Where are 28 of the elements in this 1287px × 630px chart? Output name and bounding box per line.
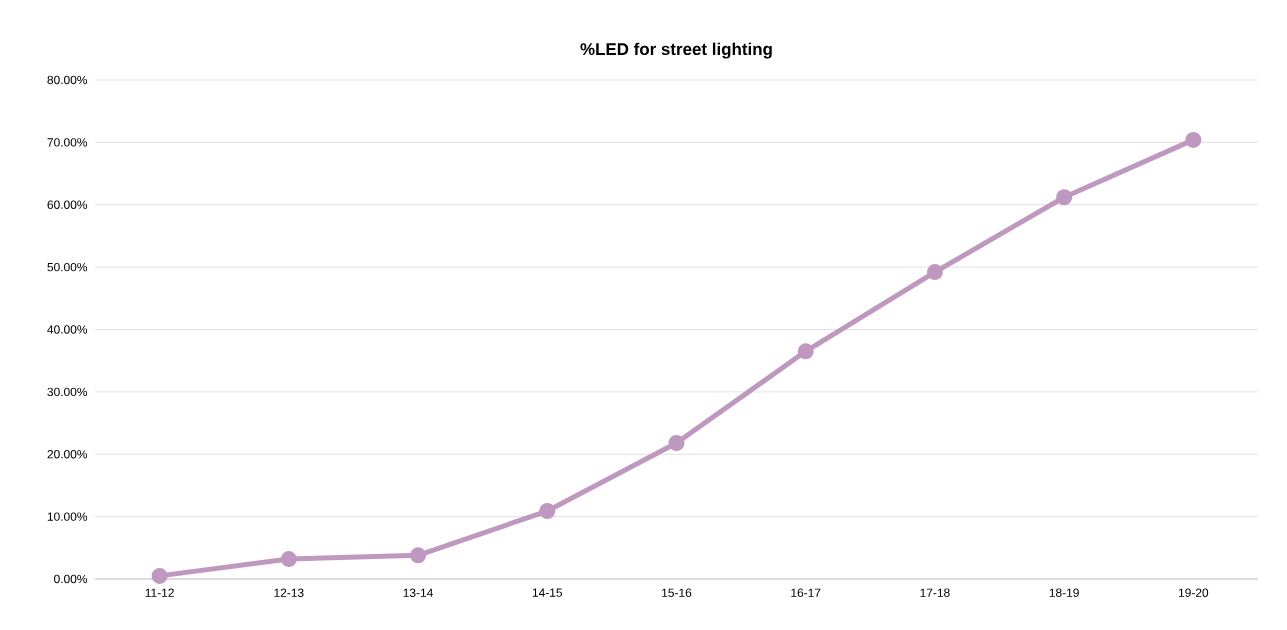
x-tick-label: 13-14 [403,588,433,597]
y-tick-label: 30.00% [47,387,88,397]
y-tick-label: 20.00% [47,450,88,459]
y-tick-label: 50.00% [47,262,88,272]
x-tick-label: 19-20 [1178,588,1209,597]
x-tick-label: 14-15 [532,588,563,597]
point [151,567,168,584]
point [926,264,943,281]
point [1056,189,1073,206]
x-tick-label: 12-13 [274,588,304,597]
x-tick-label: 16-17 [791,588,821,597]
x-tick-label: 18-19 [1049,588,1079,597]
x-tick-label: 15-16 [662,588,692,597]
y-tick-label: 40.00% [47,325,88,334]
point [797,343,814,360]
point [410,547,427,564]
point [539,503,556,520]
y-tick-label: 80.00% [47,75,88,85]
chart-title: %LED for street lighting [580,42,772,59]
y-tick-label: 0.00% [54,574,88,584]
point [668,435,685,452]
y-tick-label: 60.00% [47,200,88,209]
point [280,551,297,568]
x-tick-label: 11-12 [145,588,174,597]
y-tick-label: 10.00% [47,512,88,521]
y-tick-label: 70.00% [47,138,88,147]
x-tick-label: 17-18 [920,588,950,597]
point [1185,131,1202,148]
